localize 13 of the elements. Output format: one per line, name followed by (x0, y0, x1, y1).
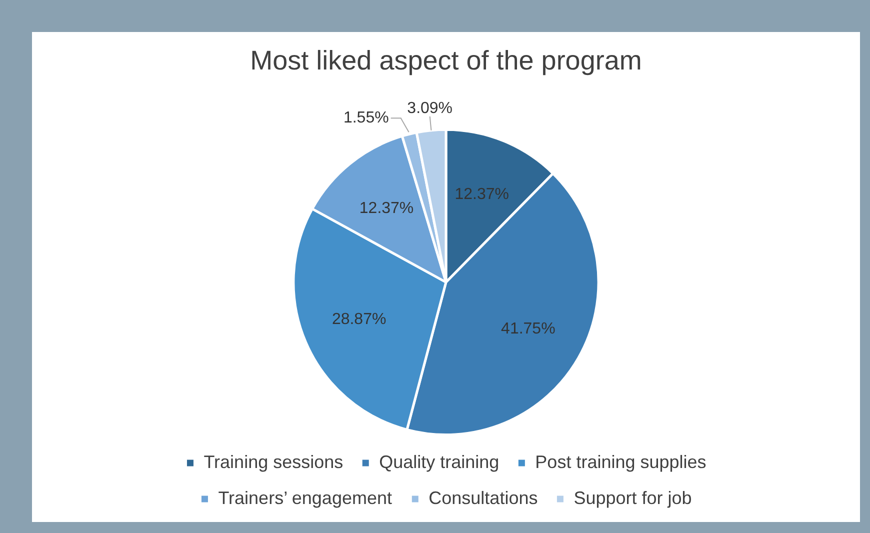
data-label: 28.87% (332, 310, 386, 328)
data-label: 41.75% (501, 320, 556, 338)
legend-label: Training sessions (204, 452, 344, 472)
legend-label: Trainers’ engagement (218, 488, 392, 508)
data-label: 12.37% (359, 200, 414, 218)
legend-label: Consultations (428, 488, 538, 508)
legend-label: Quality training (379, 452, 500, 472)
data-label: 1.55% (343, 110, 389, 127)
chart-title: Most liked aspect of the program (250, 46, 642, 76)
legend-label: Post training supplies (535, 452, 706, 472)
data-label: 3.09% (407, 100, 453, 117)
data-label: 12.37% (454, 186, 509, 204)
legend-label: Support for job (574, 488, 692, 508)
